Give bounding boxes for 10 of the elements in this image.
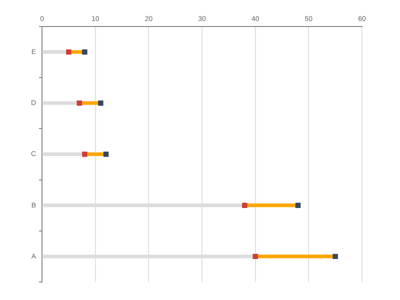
- point: [66, 49, 72, 55]
- point: [103, 152, 109, 157]
- point: [82, 152, 88, 157]
- point: [295, 202, 301, 208]
- point: [76, 100, 82, 106]
- point: [252, 254, 258, 260]
- point: [332, 254, 338, 260]
- point: [82, 49, 88, 55]
- point: [242, 202, 248, 208]
- point: [98, 100, 104, 106]
